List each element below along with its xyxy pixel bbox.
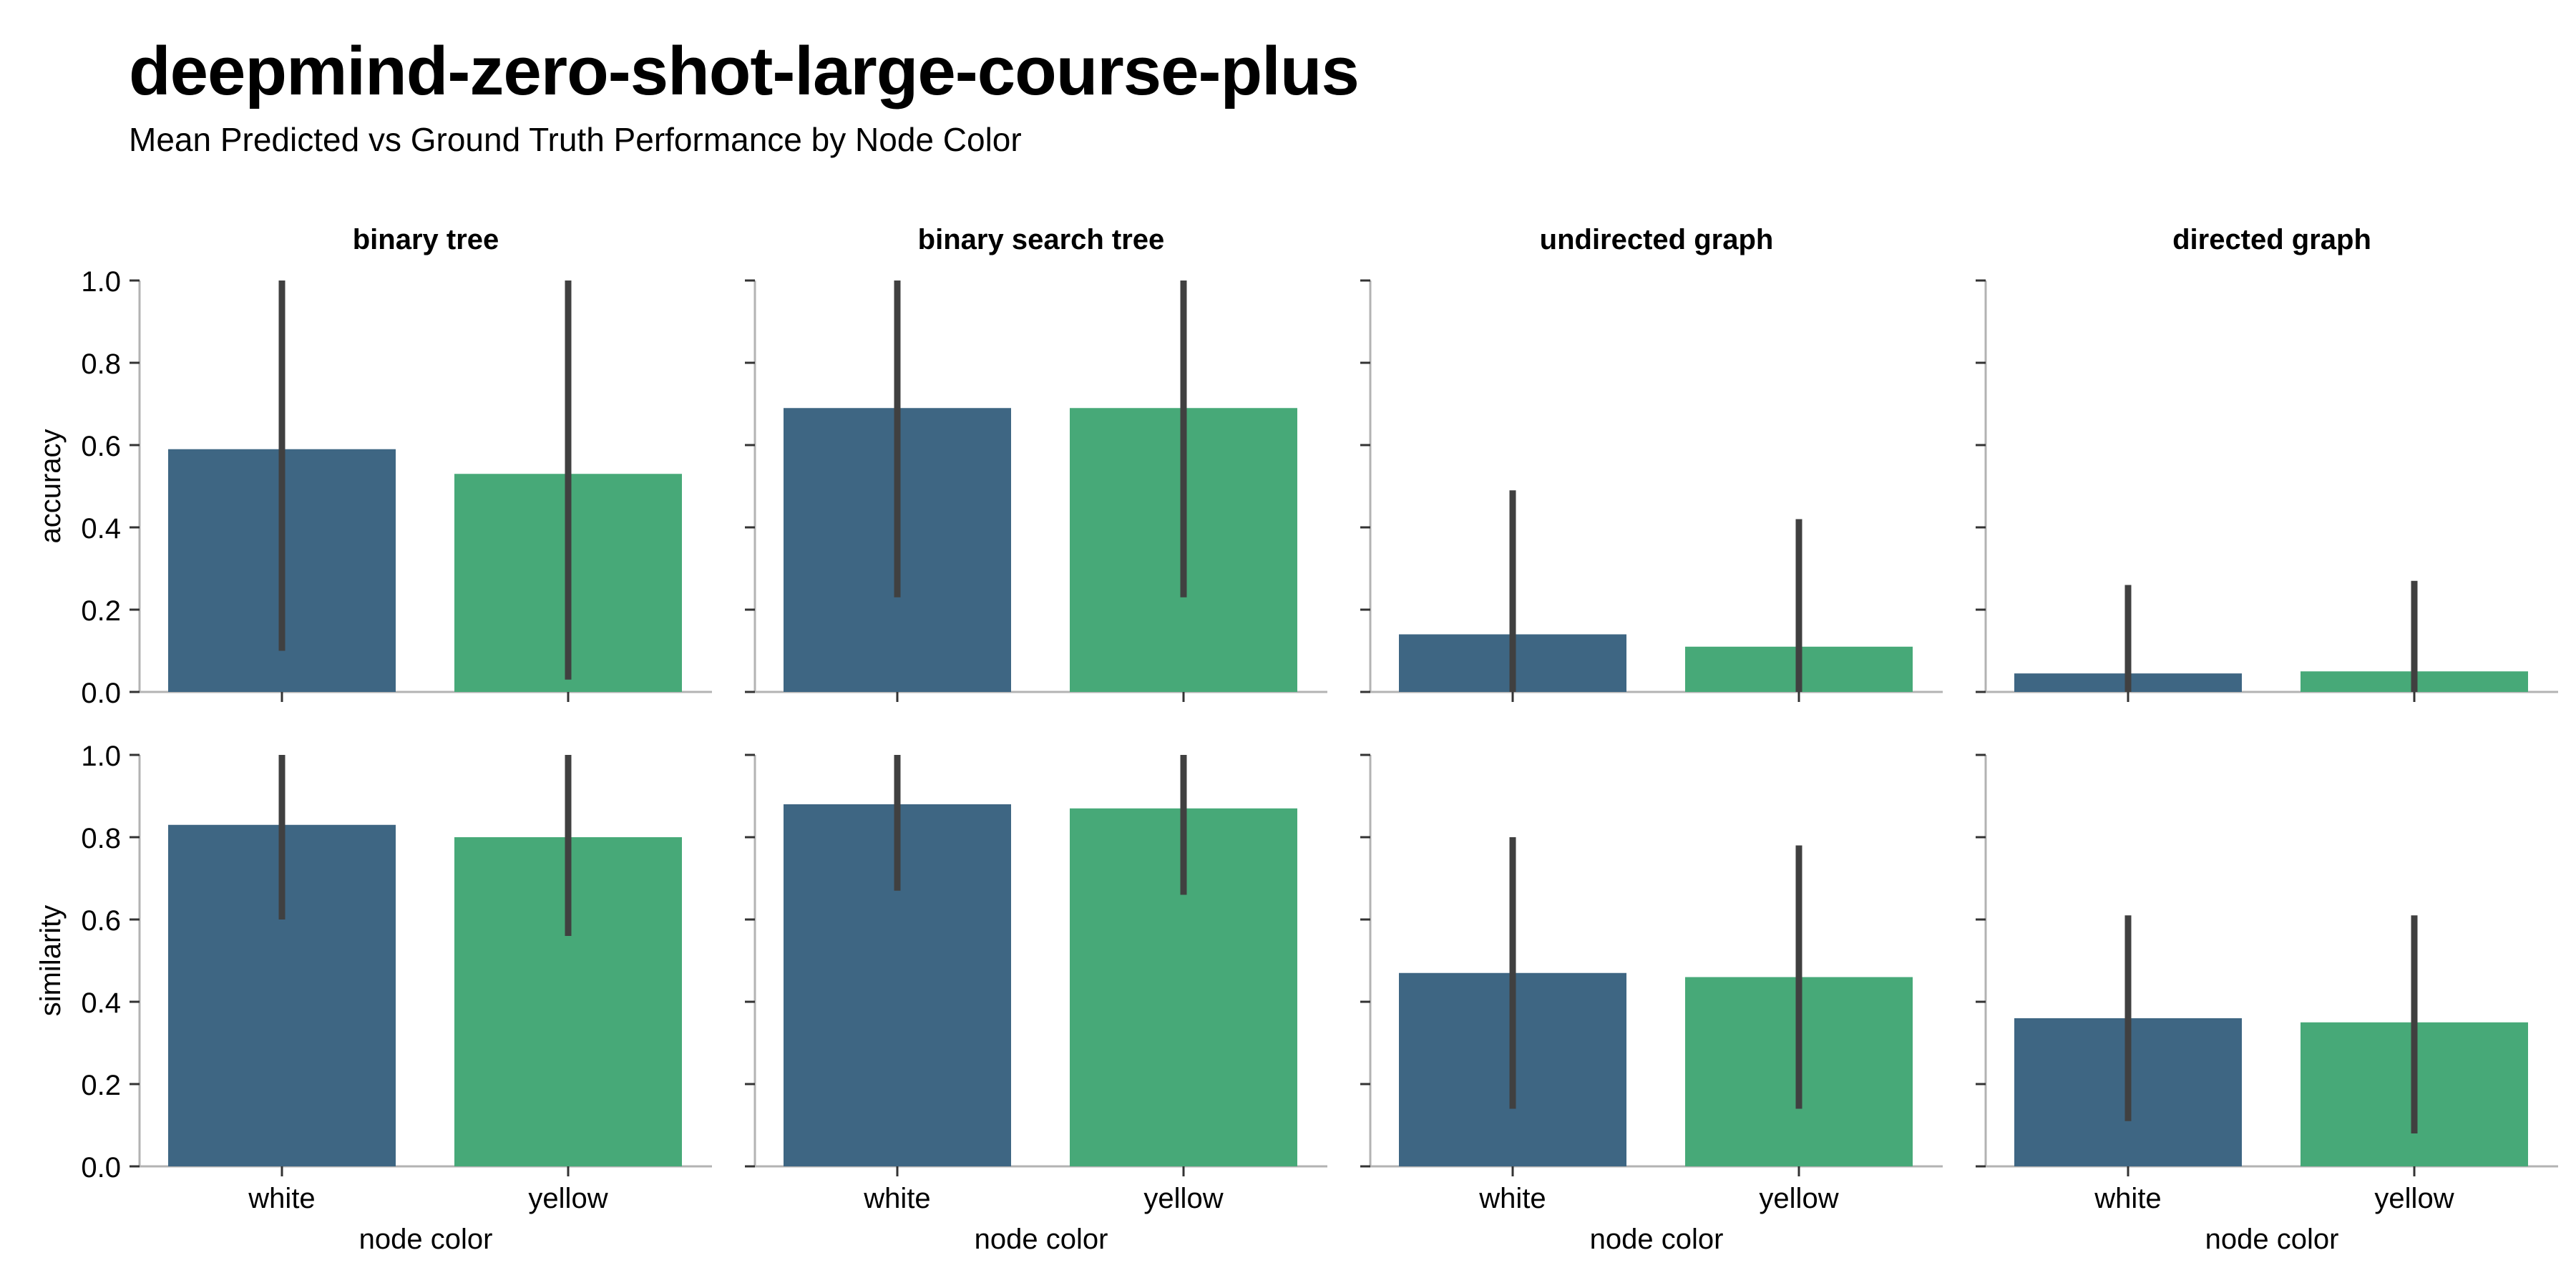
x-tick-label: white	[1478, 1183, 1546, 1214]
x-tick-label: white	[863, 1183, 930, 1214]
y-tick-label: 0.0	[81, 1152, 121, 1184]
facet-title: directed graph	[2172, 224, 2371, 255]
chart-subtitle: Mean Predicted vs Ground Truth Performan…	[129, 121, 1022, 158]
x-tick-label: white	[2094, 1183, 2161, 1214]
y-tick-label: 0.2	[81, 595, 121, 627]
x-tick-label: yellow	[1143, 1183, 1223, 1214]
x-tick-label: yellow	[2374, 1183, 2454, 1214]
x-axis-label: node color	[975, 1224, 1108, 1255]
y-tick-label: 0.8	[81, 348, 121, 380]
x-tick-label: white	[248, 1183, 315, 1214]
y-tick-label: 0.2	[81, 1070, 121, 1101]
y-tick-label: 0.0	[81, 678, 121, 709]
x-axis-label: node color	[2205, 1224, 2339, 1255]
y-axis-label: similarity	[35, 905, 67, 1017]
chart-title: deepmind-zero-shot-large-course-plus	[129, 33, 1360, 109]
facet-title: binary search tree	[918, 224, 1165, 255]
x-axis-label: node color	[1590, 1224, 1724, 1255]
facet-title: undirected graph	[1540, 224, 1774, 255]
y-tick-label: 0.4	[81, 513, 121, 545]
x-tick-label: yellow	[528, 1183, 608, 1214]
y-tick-label: 0.6	[81, 905, 121, 937]
x-tick-label: yellow	[1759, 1183, 1838, 1214]
y-tick-label: 1.0	[81, 266, 121, 298]
y-tick-label: 1.0	[81, 741, 121, 772]
y-tick-label: 0.6	[81, 431, 121, 462]
y-tick-label: 0.4	[81, 987, 121, 1019]
facet-title: binary tree	[353, 224, 499, 255]
x-axis-label: node color	[359, 1224, 493, 1255]
y-tick-label: 0.8	[81, 823, 121, 854]
y-axis-label: accuracy	[35, 429, 67, 543]
